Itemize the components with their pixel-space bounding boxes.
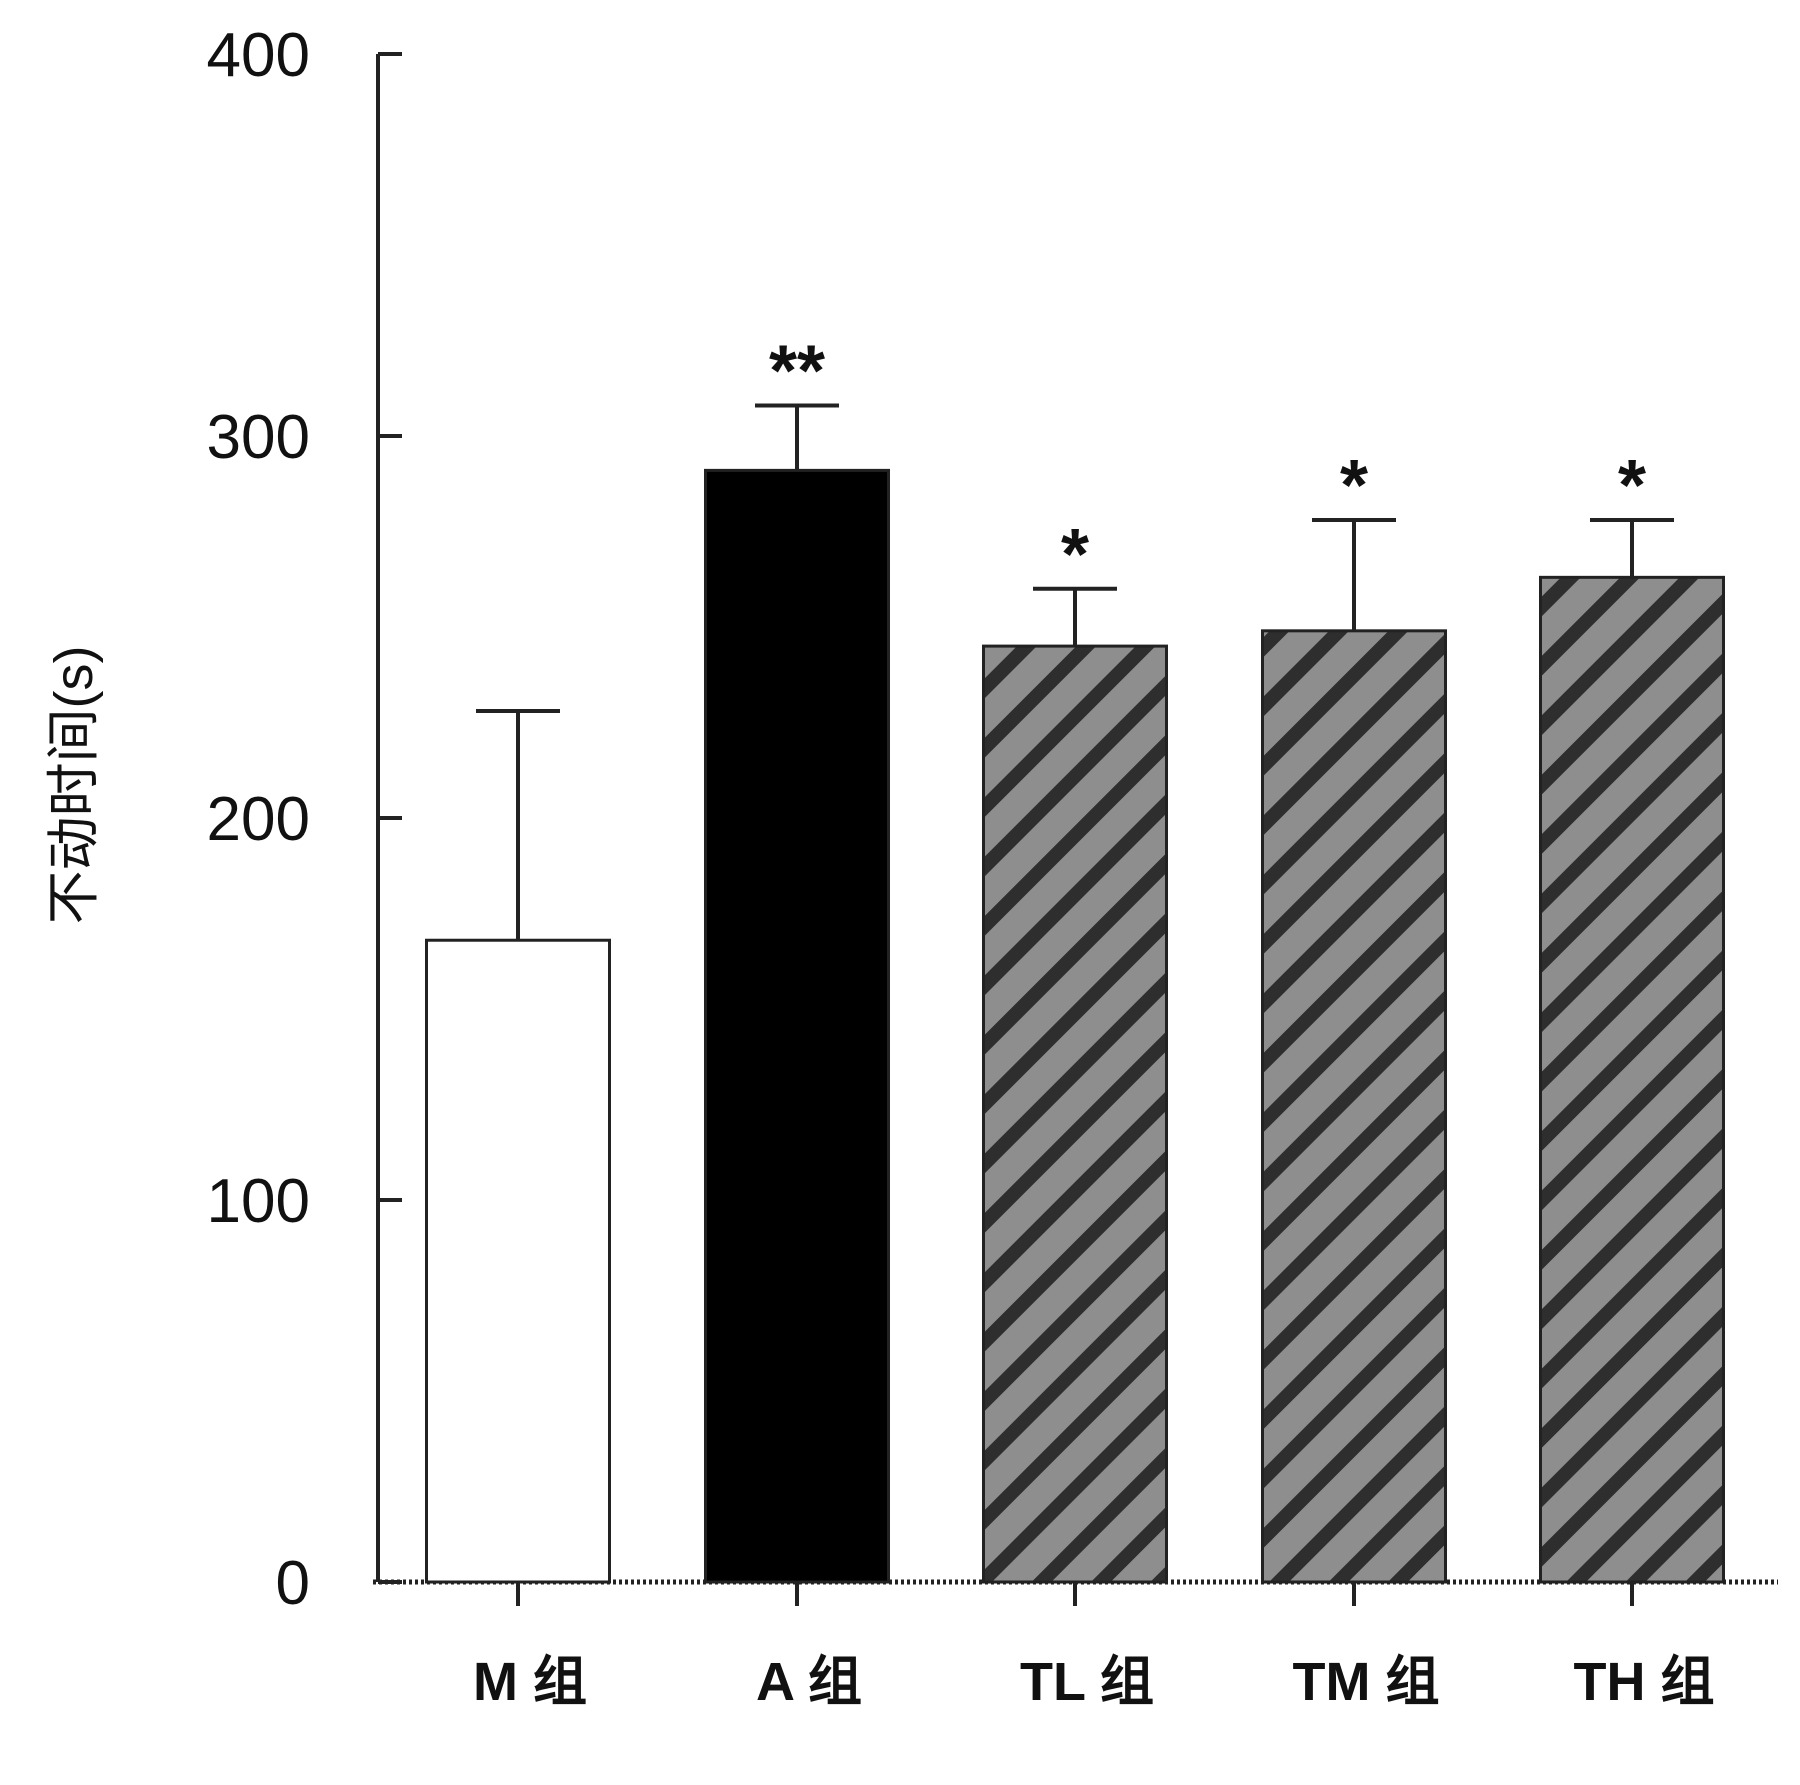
category-label: A 组 xyxy=(756,1652,862,1712)
category-label: TM 组 xyxy=(1293,1652,1440,1712)
category-label: TH 组 xyxy=(1574,1652,1715,1712)
y-tick-label: 300 xyxy=(207,403,310,472)
category-label: M 组 xyxy=(473,1652,587,1712)
bar xyxy=(425,938,611,1584)
significance-marker: * xyxy=(1618,446,1646,526)
bar xyxy=(1261,629,1447,1584)
y-tick-label: 100 xyxy=(207,1167,310,1236)
significance-marker: * xyxy=(1340,446,1368,526)
bar xyxy=(1539,575,1725,1584)
y-tick-label: 0 xyxy=(276,1549,310,1618)
category-label: TL 组 xyxy=(1020,1652,1154,1712)
bars xyxy=(425,403,1725,1584)
y-tick-label: 200 xyxy=(207,785,310,854)
significance-marker: * xyxy=(1061,515,1089,595)
labels: 0 100 200 300 400 M 组 ** A 组 * TL 组 * TM 组 * TH 组 xyxy=(207,21,1715,1712)
significance-marker: ** xyxy=(769,331,825,411)
y-axis-title: 不动时间(s) xyxy=(44,646,104,925)
y-tick-label: 400 xyxy=(207,21,310,90)
bar xyxy=(704,468,890,1584)
bar xyxy=(982,644,1168,1584)
